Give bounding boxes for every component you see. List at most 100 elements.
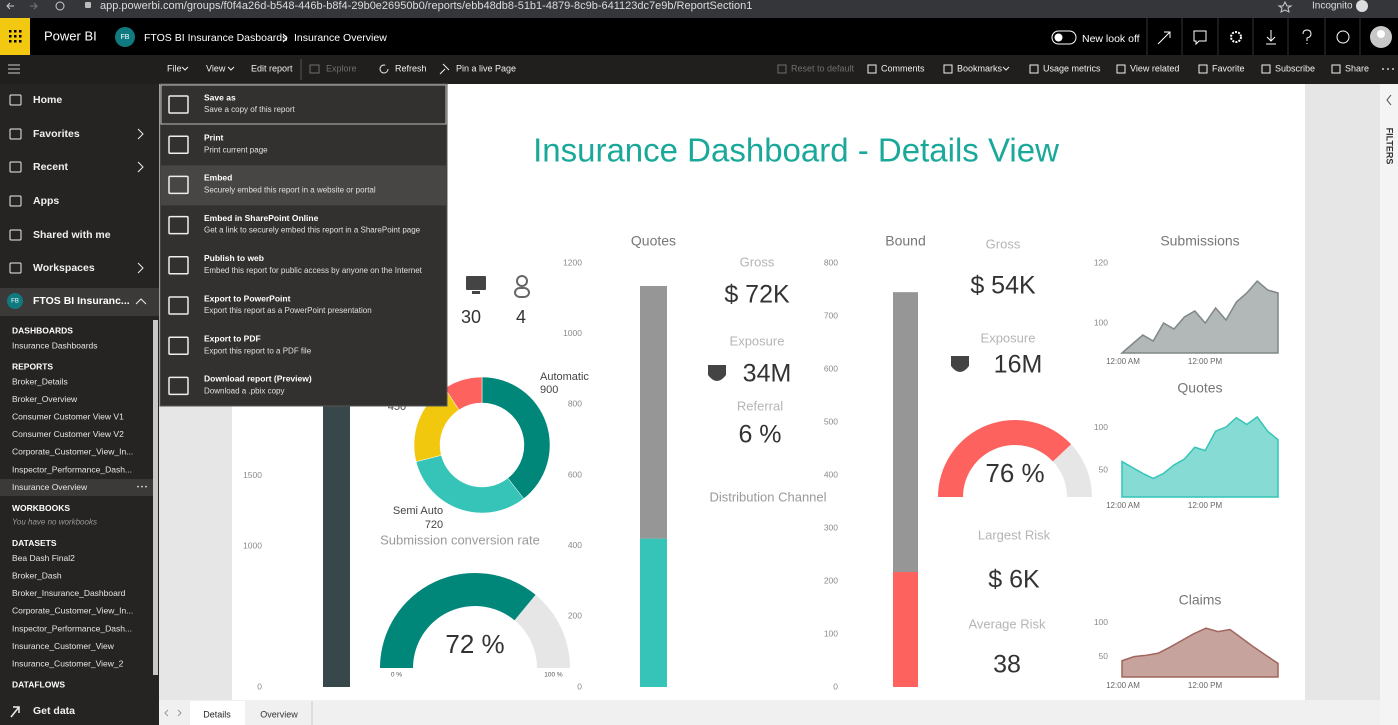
- toolbar-icon: [1198, 64, 1208, 74]
- menu-focus: [160, 84, 447, 125]
- lock-icon: [85, 2, 91, 8]
- toggle[interactable]: [1051, 30, 1077, 45]
- menu-item-description[interactable]: Download a .pbix copy: [204, 387, 285, 396]
- nav-link[interactable]: Inspector_Performance_Dash...: [12, 464, 132, 474]
- star-icon: [1277, 0, 1293, 13]
- nav-pane: [0, 84, 159, 725]
- menu-item-title[interactable]: Publish to web: [204, 253, 264, 263]
- toolbar-button[interactable]: Refresh: [395, 63, 427, 73]
- toolbar-button[interactable]: Edit report: [251, 63, 293, 73]
- incognito-label: Incognito: [1312, 1, 1353, 12]
- get-data[interactable]: Get data: [33, 705, 75, 717]
- report-title: Insurance Dashboard - Details View: [533, 132, 1059, 169]
- nav-item[interactable]: Workspaces: [33, 262, 95, 274]
- toolbar-button[interactable]: File: [167, 63, 182, 73]
- visual-title: Submission conversion rate: [380, 532, 540, 547]
- toolbar-button[interactable]: Pin a live Page: [456, 63, 516, 73]
- nav-link[interactable]: Broker_Dash: [12, 570, 62, 580]
- menu-icon: [168, 376, 189, 396]
- nav-item[interactable]: Shared with me: [33, 229, 111, 241]
- menu-item-description[interactable]: Export this report as a PowerPoint prese…: [204, 306, 372, 315]
- menu-item-title[interactable]: Print: [204, 132, 224, 142]
- nav-link[interactable]: Broker_Insurance_Dashboard: [12, 588, 126, 598]
- nav-link[interactable]: Insurance_Customer_View_2: [12, 658, 124, 668]
- y-tick-label: 400: [824, 469, 838, 479]
- toolbar-button[interactable]: View: [206, 63, 226, 73]
- nav-link[interactable]: Inspector_Performance_Dash...: [12, 623, 132, 633]
- y-tick-label: 600: [568, 469, 582, 479]
- kpi-value: 38: [993, 651, 1021, 679]
- gauge-fill: [380, 573, 536, 668]
- person-icon: [516, 275, 528, 287]
- nav-link[interactable]: Broker_Details: [12, 376, 68, 386]
- chevron: [227, 66, 235, 71]
- nav-link[interactable]: Insurance_Customer_View: [12, 641, 115, 651]
- y-tick-label: 0: [577, 681, 582, 691]
- page-tab[interactable]: Details: [203, 709, 231, 719]
- kpi-label: Exposure: [981, 330, 1036, 345]
- nav-item[interactable]: Recent: [33, 161, 69, 173]
- toolbar-button[interactable]: View related: [1130, 63, 1179, 73]
- url-text[interactable]: app.powerbi.com/groups/f0f4a26d-b548-446…: [100, 0, 752, 12]
- person-body: [514, 287, 530, 298]
- y-tick-label: 600: [824, 363, 838, 373]
- page-tab[interactable]: Overview: [260, 709, 298, 719]
- menu-item-title[interactable]: Embed in SharePoint Online: [204, 213, 319, 223]
- explore-icon: [309, 64, 320, 74]
- menu-item-description[interactable]: Get a link to securely embed this report…: [204, 226, 421, 235]
- y-tick-label: 120: [1094, 257, 1108, 267]
- filters-label[interactable]: FILTERS: [1385, 128, 1395, 165]
- toolbar-button[interactable]: Subscribe: [1275, 63, 1315, 73]
- filters-pane: [1380, 84, 1398, 725]
- toolbar-button[interactable]: Comments: [881, 63, 925, 73]
- nav-chevron: [137, 161, 144, 173]
- nav-link[interactable]: Corporate_Customer_View_In...: [12, 447, 133, 457]
- menu-item-title[interactable]: Embed: [204, 173, 232, 183]
- nav-chevron: [135, 298, 147, 305]
- y-tick-label: 1000: [563, 328, 582, 338]
- menu-item-title[interactable]: Download report (Preview): [204, 374, 312, 384]
- workspace-name[interactable]: FTOS BI Insuranc...: [33, 295, 130, 307]
- back-icon: [6, 2, 14, 10]
- workspace-badge: [7, 293, 23, 309]
- menu-item-description[interactable]: Embed this report for public access by a…: [204, 266, 423, 275]
- menu-item-title[interactable]: Save as: [204, 92, 236, 102]
- donut-segment: [444, 376, 483, 411]
- nav-link[interactable]: Consumer Customer View V2: [12, 429, 124, 439]
- menu-item-title[interactable]: Export to PDF: [204, 333, 261, 343]
- nav-link[interactable]: Broker_Overview: [12, 394, 78, 404]
- more-dot: [145, 485, 147, 488]
- menu-item-title[interactable]: Export to PowerPoint: [204, 293, 291, 303]
- expand-icon: [1157, 31, 1171, 45]
- comment-icon: [1193, 30, 1207, 46]
- menu-item-description[interactable]: Securely embed this report in a website …: [204, 186, 376, 195]
- breadcrumb[interactable]: FTOS BI Insurance Dasboards: [144, 32, 287, 44]
- menu-item-description[interactable]: Print current page: [204, 145, 268, 154]
- toolbar-button[interactable]: Bookmarks: [957, 63, 1003, 73]
- toolbar-button[interactable]: Share: [1345, 63, 1369, 73]
- menu-item-description[interactable]: Save a copy of this report: [204, 105, 295, 114]
- kpi-label: Gross: [986, 236, 1021, 251]
- more-dot: [1382, 68, 1384, 70]
- nav-link[interactable]: Corporate_Customer_View_In...: [12, 606, 133, 616]
- menu-icon: [168, 135, 189, 154]
- browser-bar: [0, 0, 1398, 18]
- gauge-min: 0 %: [391, 672, 402, 679]
- breadcrumb[interactable]: Insurance Overview: [294, 32, 387, 44]
- bar-segment: [640, 285, 667, 539]
- shield-icon: [951, 356, 969, 372]
- nav-link[interactable]: Insurance Overview: [12, 482, 88, 492]
- toolbar-button[interactable]: Usage metrics: [1043, 63, 1101, 73]
- toolbar-button[interactable]: Favorite: [1212, 63, 1245, 73]
- nav-item[interactable]: Home: [33, 94, 62, 106]
- nav-link[interactable]: Consumer Customer View V1: [12, 411, 124, 421]
- count-value: 30: [461, 307, 481, 327]
- count-value: 4: [516, 307, 526, 327]
- nav-item[interactable]: Apps: [33, 195, 59, 207]
- menu-item-description[interactable]: Export this report to a PDF file: [204, 346, 312, 355]
- kpi-label: Gross: [740, 254, 775, 269]
- nav-item[interactable]: Favorites: [33, 128, 80, 140]
- kpi-value: $ 72K: [724, 281, 790, 309]
- nav-link[interactable]: Insurance Dashboards: [12, 340, 98, 350]
- nav-link[interactable]: Bea Dash Final2: [12, 553, 75, 563]
